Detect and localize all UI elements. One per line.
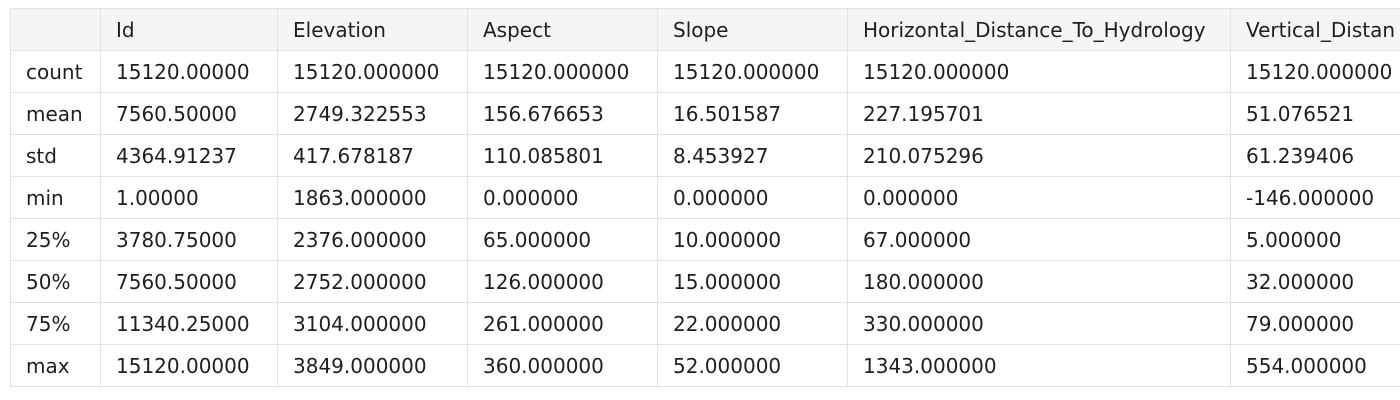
column-header: Aspect xyxy=(467,8,658,51)
table-cell: 110.085801 xyxy=(467,134,658,177)
describe-table: Id Elevation Aspect Slope Horizontal_Dis… xyxy=(10,8,1400,387)
table-row: mean 7560.50000 2749.322553 156.676653 1… xyxy=(10,92,1400,135)
table-cell: 7560.50000 xyxy=(100,92,278,135)
table-cell: 2749.322553 xyxy=(277,92,468,135)
table-cell: 52.000000 xyxy=(657,344,848,387)
dataframe-container: Id Elevation Aspect Slope Horizontal_Dis… xyxy=(10,8,1400,396)
table-cell: 3780.75000 xyxy=(100,218,278,261)
table-row: 75% 11340.25000 3104.000000 261.000000 2… xyxy=(10,302,1400,345)
table-cell: 1343.000000 xyxy=(847,344,1231,387)
table-cell: 15.000000 xyxy=(657,260,848,303)
column-header: Horizontal_Distance_To_Hydrology xyxy=(847,8,1231,51)
table-cell: 15120.000000 xyxy=(467,50,658,93)
table-cell: 15120.000000 xyxy=(277,50,468,93)
table-row: count 15120.00000 15120.000000 15120.000… xyxy=(10,50,1400,93)
column-header: Vertical_Distan xyxy=(1230,8,1400,51)
row-label: 50% xyxy=(10,260,101,303)
table-cell: 261.000000 xyxy=(467,302,658,345)
row-label: max xyxy=(10,344,101,387)
column-header: Id xyxy=(100,8,278,51)
table-cell: 7560.50000 xyxy=(100,260,278,303)
table-row: 25% 3780.75000 2376.000000 65.000000 10.… xyxy=(10,218,1400,261)
table-cell: 51.076521 xyxy=(1230,92,1400,135)
table-row: min 1.00000 1863.000000 0.000000 0.00000… xyxy=(10,176,1400,219)
table-cell: -146.000000 xyxy=(1230,176,1400,219)
row-label: std xyxy=(10,134,101,177)
table-cell: 3849.000000 xyxy=(277,344,468,387)
table-cell: 180.000000 xyxy=(847,260,1231,303)
table-cell: 15120.000000 xyxy=(1230,50,1400,93)
row-label: 75% xyxy=(10,302,101,345)
row-label: 25% xyxy=(10,218,101,261)
row-label: mean xyxy=(10,92,101,135)
table-cell: 1863.000000 xyxy=(277,176,468,219)
table-cell: 0.000000 xyxy=(847,176,1231,219)
row-label: count xyxy=(10,50,101,93)
table-cell: 32.000000 xyxy=(1230,260,1400,303)
table-cell: 2752.000000 xyxy=(277,260,468,303)
column-header: Slope xyxy=(657,8,848,51)
table-cell: 15120.000000 xyxy=(657,50,848,93)
table-row: max 15120.00000 3849.000000 360.000000 5… xyxy=(10,344,1400,387)
table-cell: 126.000000 xyxy=(467,260,658,303)
table-cell: 15120.000000 xyxy=(847,50,1231,93)
table-cell: 3104.000000 xyxy=(277,302,468,345)
table-cell: 227.195701 xyxy=(847,92,1231,135)
table-cell: 15120.00000 xyxy=(100,344,278,387)
table-cell: 61.239406 xyxy=(1230,134,1400,177)
table-cell: 360.000000 xyxy=(467,344,658,387)
table-cell: 22.000000 xyxy=(657,302,848,345)
column-header: Elevation xyxy=(277,8,468,51)
table-cell: 554.000000 xyxy=(1230,344,1400,387)
table-cell: 67.000000 xyxy=(847,218,1231,261)
table-cell: 1.00000 xyxy=(100,176,278,219)
table-cell: 15120.00000 xyxy=(100,50,278,93)
table-cell: 156.676653 xyxy=(467,92,658,135)
table-cell: 0.000000 xyxy=(657,176,848,219)
table-cell: 11340.25000 xyxy=(100,302,278,345)
table-cell: 4364.91237 xyxy=(100,134,278,177)
table-cell: 16.501587 xyxy=(657,92,848,135)
table-cell: 2376.000000 xyxy=(277,218,468,261)
table-cell: 79.000000 xyxy=(1230,302,1400,345)
table-cell: 65.000000 xyxy=(467,218,658,261)
index-header xyxy=(10,8,101,51)
table-row: std 4364.91237 417.678187 110.085801 8.4… xyxy=(10,134,1400,177)
table-row: 50% 7560.50000 2752.000000 126.000000 15… xyxy=(10,260,1400,303)
table-cell: 8.453927 xyxy=(657,134,848,177)
table-cell: 417.678187 xyxy=(277,134,468,177)
table-cell: 5.000000 xyxy=(1230,218,1400,261)
row-label: min xyxy=(10,176,101,219)
table-cell: 330.000000 xyxy=(847,302,1231,345)
table-cell: 10.000000 xyxy=(657,218,848,261)
table-cell: 210.075296 xyxy=(847,134,1231,177)
header-row: Id Elevation Aspect Slope Horizontal_Dis… xyxy=(10,8,1400,51)
table-cell: 0.000000 xyxy=(467,176,658,219)
